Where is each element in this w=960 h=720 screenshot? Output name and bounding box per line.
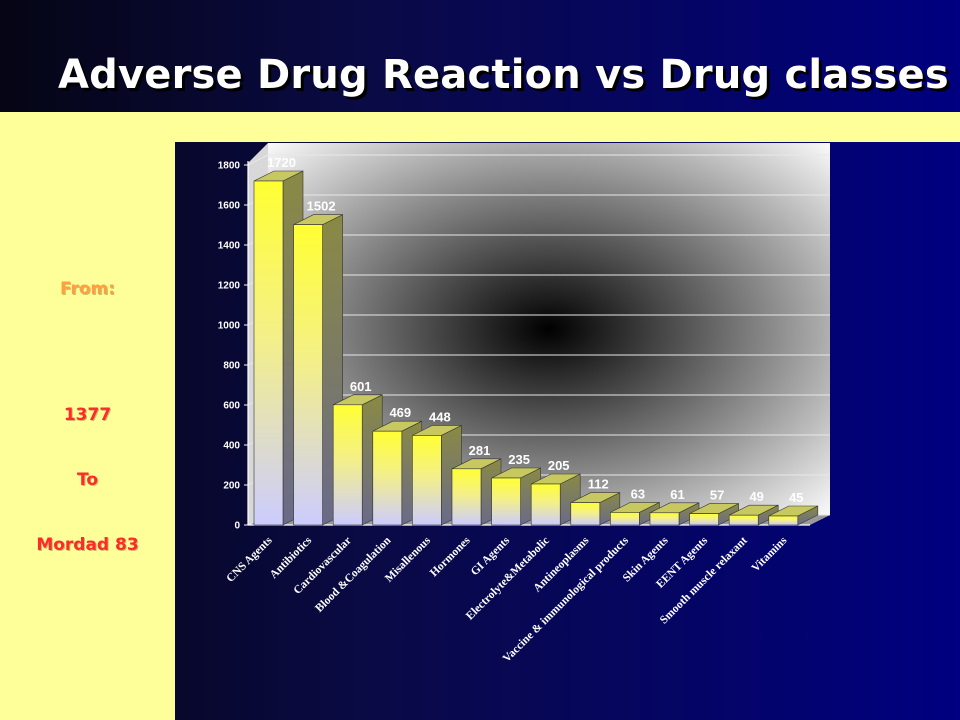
bar-value-label: 448 xyxy=(429,409,451,424)
bar xyxy=(332,404,363,526)
bar-value-label: 112 xyxy=(588,477,609,492)
y-tick-label: 1600 xyxy=(218,201,241,212)
bar-value-label: 1720 xyxy=(267,155,296,170)
bar xyxy=(372,430,403,526)
category-label: Blood &Coagulation xyxy=(313,534,394,615)
y-tick-label: 800 xyxy=(223,361,240,372)
end-date: Mordad 83 xyxy=(36,535,139,555)
bar-value-label: 61 xyxy=(670,487,684,502)
bar xyxy=(728,514,759,526)
bar xyxy=(768,515,799,526)
bar-value-label: 1502 xyxy=(307,199,336,214)
bar xyxy=(253,180,284,526)
bar-value-label: 45 xyxy=(789,490,803,505)
y-tick-label: 0 xyxy=(234,521,240,532)
bar-value-label: 49 xyxy=(749,489,763,504)
to-word: To xyxy=(76,470,99,490)
bar-value-label: 281 xyxy=(469,443,491,458)
bar xyxy=(570,502,601,526)
left-info-panel xyxy=(0,142,175,720)
bar xyxy=(530,483,561,526)
y-tick-label: 1400 xyxy=(218,241,241,252)
y-tick-label: 1800 xyxy=(218,161,241,172)
bar-value-label: 601 xyxy=(350,379,372,394)
category-label: CNS Agents xyxy=(224,534,275,585)
y-tick-label: 200 xyxy=(223,481,240,492)
bar-value-label: 235 xyxy=(508,452,530,467)
bar xyxy=(491,477,521,526)
bar xyxy=(293,224,323,526)
y-tick-label: 600 xyxy=(223,401,240,412)
title-underline-band xyxy=(0,112,960,142)
category-label: Hormones xyxy=(428,534,473,579)
bar-value-label: 205 xyxy=(548,458,570,473)
bar xyxy=(649,512,680,526)
y-tick-label: 400 xyxy=(223,441,240,452)
category-label: Vitamins xyxy=(750,534,790,574)
bar xyxy=(610,512,640,526)
page-title: Adverse Drug Reaction vs Drug classes xyxy=(58,52,949,98)
bar-value-label: 63 xyxy=(631,486,645,501)
bar xyxy=(412,435,442,526)
start-year: 1377 xyxy=(63,405,112,425)
bar-value-label: 57 xyxy=(710,488,724,503)
bar-value-label: 469 xyxy=(389,405,411,420)
y-tick-label: 1000 xyxy=(218,321,241,332)
from-label: From: xyxy=(59,279,116,299)
y-tick-label: 1200 xyxy=(218,281,241,292)
gridline xyxy=(247,154,830,166)
bar xyxy=(689,513,719,526)
bar xyxy=(451,468,482,526)
